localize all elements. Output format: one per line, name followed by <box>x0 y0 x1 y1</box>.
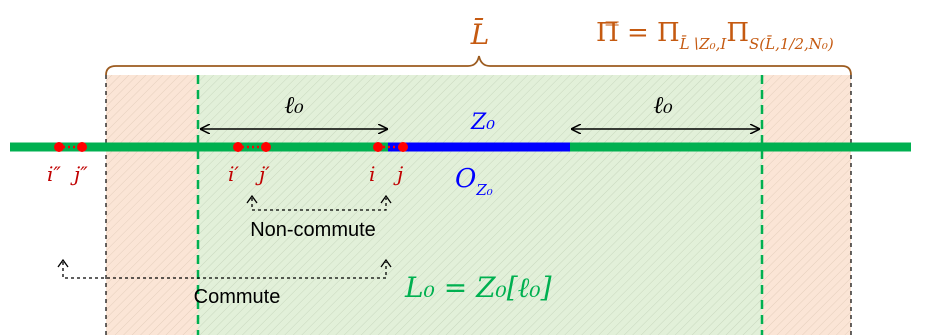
site-i <box>373 142 383 152</box>
pi-formula-lhs: Π̿ = Π <box>596 18 680 48</box>
pi-mid: Π <box>726 18 749 48</box>
site-j-p <box>261 142 271 152</box>
site-j <box>398 142 408 152</box>
ell0-right-label: ℓ₀ <box>653 91 673 119</box>
commute-label: Commute <box>194 286 281 308</box>
commute-bracket <box>62 262 387 279</box>
non-commute-arrowhead-right <box>380 194 392 204</box>
ell0-left-label: ℓ₀ <box>284 91 304 119</box>
l-bar-label: L̄ <box>470 17 490 51</box>
l-bar-brace <box>105 55 852 76</box>
label-i-dd: i″ <box>47 162 61 186</box>
commute-arrowhead-left <box>57 258 69 268</box>
label-j-dd: j″ <box>70 162 88 186</box>
site-j-dd <box>77 142 87 152</box>
site-i-dd <box>54 142 64 152</box>
site-pair-i-dd <box>54 142 87 152</box>
pi-sub2: S(L̄,1/2,N₀) <box>749 35 834 53</box>
site-pair-i <box>373 142 408 152</box>
z0-label: Z₀ <box>470 110 495 135</box>
label-i-p: i′ <box>228 162 239 186</box>
label-j: j <box>393 162 403 186</box>
pi-formula: Π̿ = ΠL̄∖Z₀,IΠS(L̄,1/2,N₀) <box>596 18 834 53</box>
svg-text:Π̿ = ΠL̄∖Z₀,IΠS(L̄,1/2,N₀): Π̿ = ΠL̄∖Z₀,IΠS(L̄,1/2,N₀) <box>596 18 834 53</box>
inner-region-hatch <box>198 75 762 335</box>
label-i: i <box>369 162 375 186</box>
commute-arrowhead-right <box>380 258 392 268</box>
non-commute-arrowhead-left <box>246 194 258 204</box>
site-pair-i-p <box>233 142 271 152</box>
o-z0-main: O <box>455 164 476 194</box>
site-i-p <box>233 142 243 152</box>
o-z0-sub: Z₀ <box>475 181 492 199</box>
label-j-p: j′ <box>255 162 270 186</box>
pi-sub1: L̄∖Z₀,I <box>679 35 728 53</box>
o-z0-label: OZ₀ <box>455 164 493 199</box>
non-commute-label: Non-commute <box>250 219 376 241</box>
non-commute-bracket <box>251 198 387 211</box>
l0-equation: L₀ = Z₀[ℓ₀] <box>404 271 552 304</box>
